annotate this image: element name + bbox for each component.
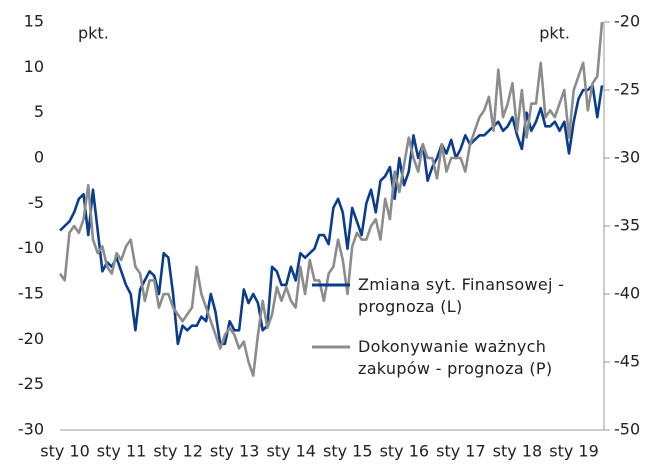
x-tick-label: sty 17 — [436, 442, 486, 461]
legend-entry: Dokonywanie ważnych zakupów - prognoza (… — [358, 337, 553, 378]
series-line — [58, 21, 604, 377]
y2-axis-label: pkt. — [539, 24, 570, 43]
y-tick-label: -15 — [18, 284, 44, 303]
y-tick-label: -25 — [18, 374, 44, 393]
x-tick-label: sty 15 — [323, 442, 373, 461]
series-line — [59, 84, 604, 346]
y2-tick-label: -30 — [614, 148, 640, 167]
y2-tick-label: -45 — [614, 352, 640, 371]
x-tick-label: sty 18 — [493, 442, 543, 461]
x-tick-label: sty 16 — [380, 442, 430, 461]
x-tick-label: sty 11 — [97, 442, 147, 461]
y-tick-label: 5 — [34, 102, 44, 121]
y2-tick-label: -40 — [614, 284, 640, 303]
x-tick-label: sty 14 — [266, 442, 316, 461]
y-tick-label: 15 — [24, 12, 44, 31]
y2-tick-label: -25 — [614, 80, 640, 99]
y2-tick-label: -35 — [614, 216, 640, 235]
y-tick-label: -5 — [28, 193, 44, 212]
y-axis-label: pkt. — [78, 24, 109, 43]
y-tick-label: -10 — [18, 238, 44, 257]
y-tick-label: -30 — [18, 420, 44, 439]
x-tick-label: sty 10 — [40, 442, 90, 461]
x-tick-label: sty 19 — [549, 442, 599, 461]
y2-tick-label: -20 — [614, 12, 640, 31]
x-tick-label: sty 12 — [153, 442, 203, 461]
x-tick-label: sty 13 — [210, 442, 260, 461]
y-tick-label: 10 — [24, 57, 44, 76]
legend-entry: Zmiana syt. Finansowej - prognoza (L) — [358, 275, 565, 316]
y2-tick-label: -50 — [614, 420, 640, 439]
y-tick-label: -20 — [18, 329, 44, 348]
y-tick-label: 0 — [34, 148, 44, 167]
